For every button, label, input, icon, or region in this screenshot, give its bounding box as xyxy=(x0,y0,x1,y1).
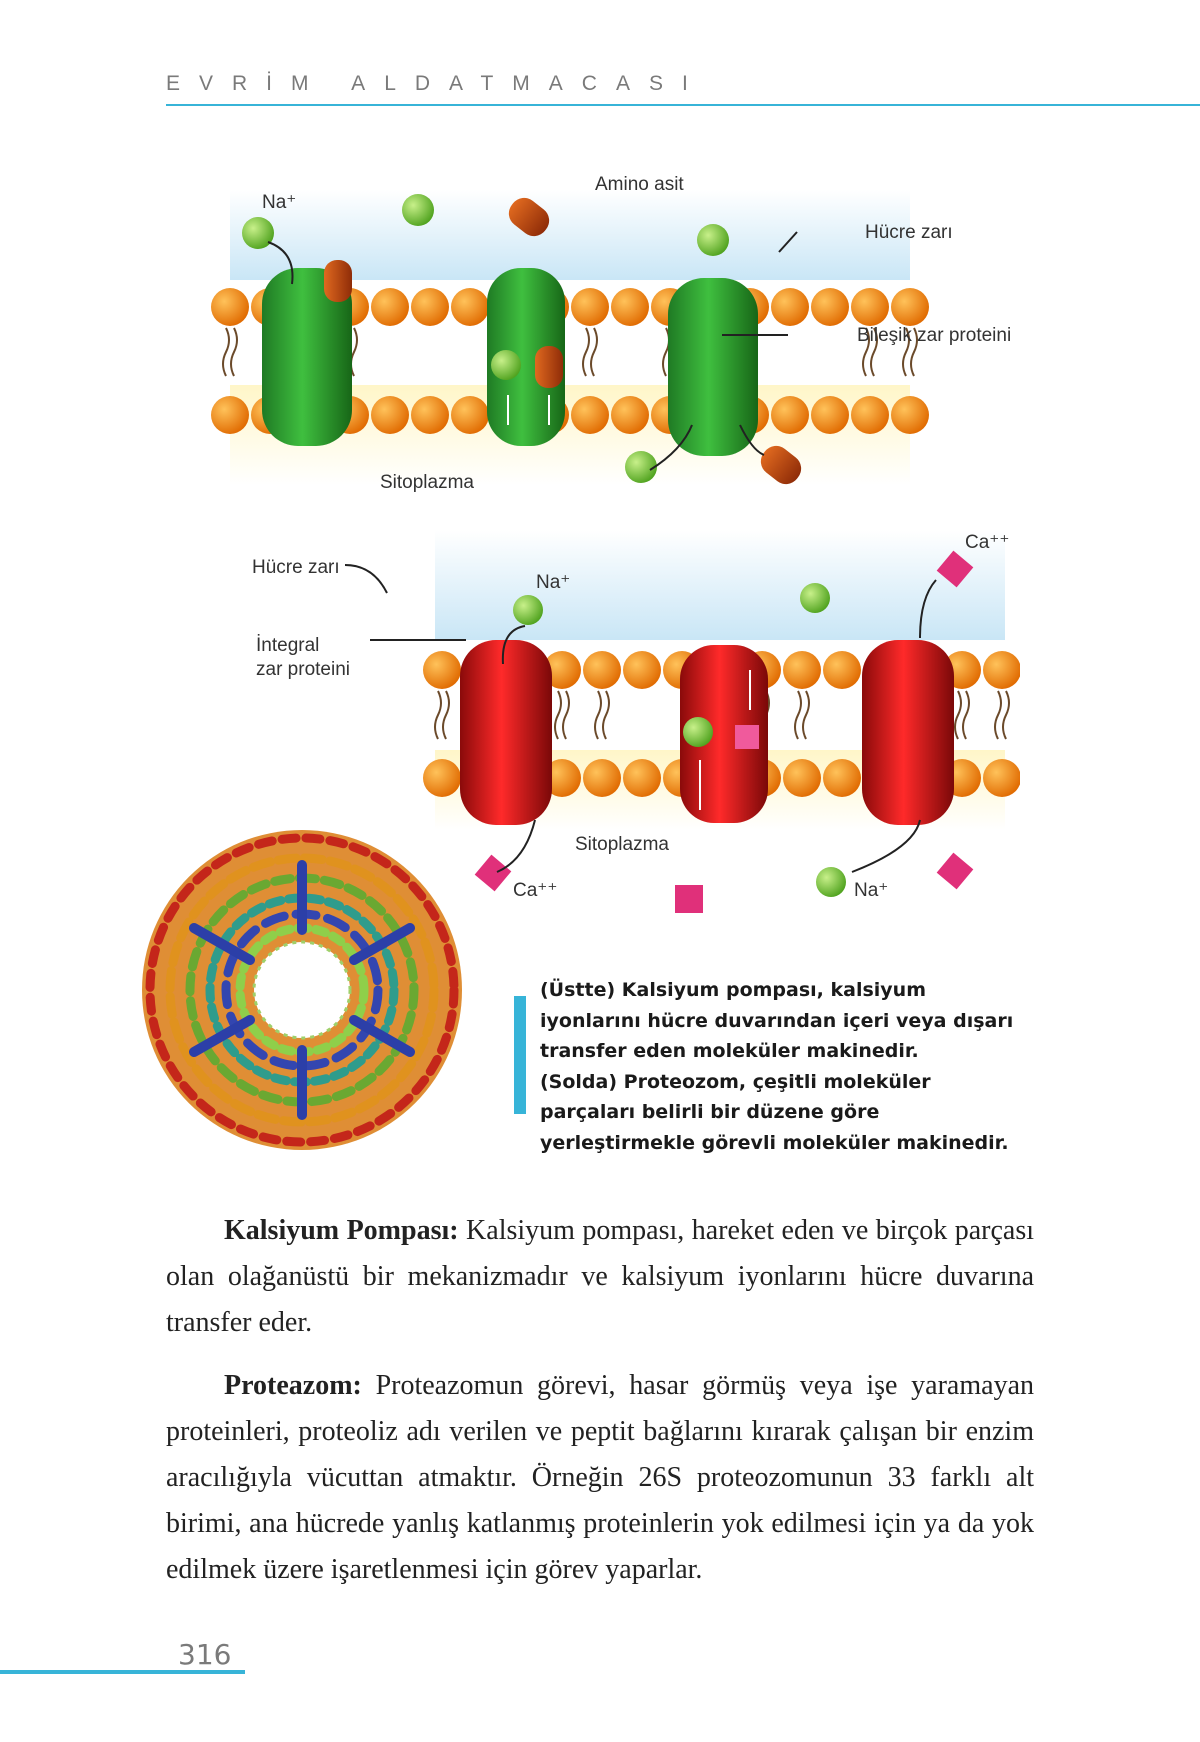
amino-acid xyxy=(535,346,563,388)
calcium-ion xyxy=(936,852,974,890)
amino-acid xyxy=(760,445,802,485)
header-rule xyxy=(166,104,1200,106)
calcium-ion xyxy=(474,854,512,892)
flow-arrow xyxy=(267,241,294,285)
footer-rule xyxy=(0,1670,245,1674)
label-cell-membrane: Hücre zarı xyxy=(865,222,953,243)
sodium-ion xyxy=(800,583,830,613)
calcium-ion xyxy=(936,550,974,588)
sodium-ion xyxy=(625,451,657,483)
caption-left: (Solda) Proteozom, çeşitli moleküler par… xyxy=(540,1070,1009,1154)
label-ca-top: Ca⁺⁺ xyxy=(965,532,1009,553)
flow-arrow xyxy=(851,819,921,873)
label-cytoplasm: Sitoplazma xyxy=(575,834,669,855)
paragraph-text: Proteazomun görevi, hasar görmüş veya iş… xyxy=(166,1370,1034,1585)
running-header: EVRİM ALDATMACASI xyxy=(166,72,707,95)
calcium-ion xyxy=(735,725,759,749)
page-number: 316 xyxy=(178,1638,232,1671)
calcium-ion xyxy=(675,885,703,913)
sodium-ion xyxy=(683,717,713,747)
channel-protein-1 xyxy=(262,268,352,446)
calcium-pump-diagram: Ca⁺⁺ Na⁺ Hücre zarı İntegral zar protein… xyxy=(252,530,1020,913)
label-cytoplasm: Sitoplazma xyxy=(380,472,474,493)
caption-accent-bar xyxy=(514,996,526,1114)
paragraph-text: Kalsiyum pompası, hareket eden ve birçok… xyxy=(166,1215,1035,1338)
paragraph-title: Proteazom: xyxy=(224,1370,362,1401)
paragraph-title: Kalsiyum Pompası: xyxy=(224,1215,459,1246)
sodium-ion xyxy=(816,867,846,897)
flow-arrow xyxy=(739,424,765,456)
channel-protein-3 xyxy=(668,278,758,456)
sodium-ion xyxy=(697,224,729,256)
amino-acid xyxy=(508,197,550,237)
leader-line xyxy=(778,231,798,253)
label-compound-protein: Bileşik zar proteini xyxy=(857,325,1011,346)
paragraph-calcium-pump: Kalsiyum Pompası: Kalsiyum pompası, hare… xyxy=(166,1208,1034,1346)
flow-arrow xyxy=(649,424,693,471)
sodium-ion xyxy=(491,350,521,380)
calcium-pump-2 xyxy=(680,645,768,823)
flow-arrow xyxy=(919,579,937,639)
label-integral-1: İntegral xyxy=(256,635,319,656)
label-ca-bottom: Ca⁺⁺ xyxy=(513,880,557,901)
extracellular-area xyxy=(435,530,1005,640)
caption-top: (Üstte) Kalsiyum pompası, kalsiyum iyonl… xyxy=(540,979,1014,1062)
figure-caption: (Üstte) Kalsiyum pompası, kalsiyum iyonl… xyxy=(540,975,1020,1158)
paragraph-proteasome: Proteazom: Proteazomun görevi, hasar gör… xyxy=(166,1363,1034,1593)
label-na-top: Na⁺ xyxy=(536,572,570,593)
flow-arrow xyxy=(501,625,526,665)
label-amino-acid: Amino asit xyxy=(595,174,684,195)
calcium-pump-1 xyxy=(460,640,552,825)
label-na-bottom: Na⁺ xyxy=(854,880,888,901)
label-cell-membrane: Hücre zarı xyxy=(252,557,340,578)
membrane-channel-diagram: Na⁺ Amino asit Hücre zarı Bileşik zar pr… xyxy=(211,174,1011,493)
sodium-ion xyxy=(242,217,274,249)
label-na: Na⁺ xyxy=(262,192,296,213)
proteasome-structure-image xyxy=(142,830,462,1150)
label-integral-2: zar proteini xyxy=(256,659,350,680)
sodium-ion xyxy=(513,595,543,625)
channel-protein-2 xyxy=(487,268,565,446)
amino-acid xyxy=(324,260,352,302)
leader-line xyxy=(344,564,388,594)
sodium-ion xyxy=(402,194,434,226)
calcium-pump-3 xyxy=(862,640,954,825)
flow-arrow xyxy=(496,819,536,873)
